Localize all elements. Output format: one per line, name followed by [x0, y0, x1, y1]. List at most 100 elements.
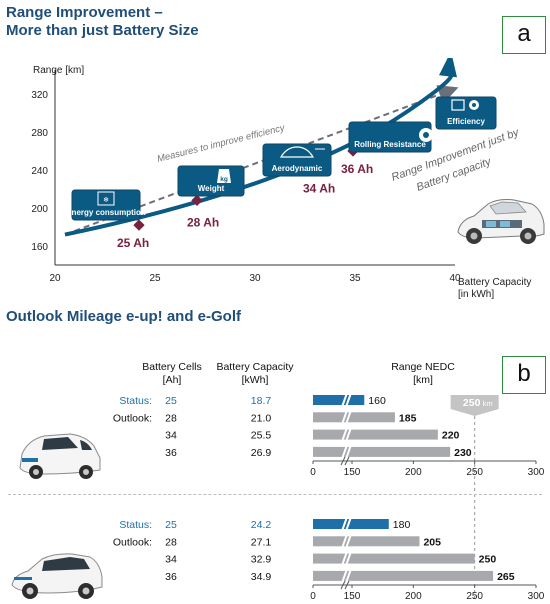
- measure-box-bg: [262, 143, 332, 177]
- ac-icon-glyph: ❄: [103, 196, 109, 204]
- range-value-label: 250: [479, 554, 497, 566]
- x-tick-label: 25: [149, 273, 161, 284]
- row-prefix: Status:: [119, 395, 152, 407]
- weight-icon: [217, 169, 231, 183]
- capacity-value: 21.0: [251, 412, 272, 424]
- e-golf-cutaway-image: [457, 199, 545, 244]
- range-axis-tick-label: 150: [344, 467, 361, 478]
- range-bar: [313, 553, 475, 564]
- ac-icon: [97, 191, 115, 206]
- x-tick-label: 30: [249, 273, 261, 284]
- range-bar: [313, 570, 494, 581]
- x-tick-label: 35: [349, 273, 361, 284]
- x-axis-label-line1: Battery Capacity: [458, 277, 531, 288]
- measure-label: Aerodynamic: [272, 164, 323, 173]
- range-axis-tick-label: 0: [310, 591, 316, 602]
- panel-tag-b: b: [502, 356, 546, 394]
- y-tick-label: 240: [31, 166, 48, 177]
- capacity-value: 24.2: [251, 519, 272, 531]
- cells-value: 36: [165, 571, 177, 583]
- range-value-label: 180: [393, 519, 411, 531]
- capacity-value: 27.1: [251, 536, 272, 548]
- slide-title-line1: Range Improvement –: [6, 4, 163, 21]
- cells-value: 34: [165, 554, 177, 566]
- axis-break-symbol: [340, 580, 350, 590]
- range-bar: [313, 536, 420, 547]
- cells-value: 28: [165, 412, 177, 424]
- trend-line: [64, 85, 459, 236]
- car-aero-icon: [279, 146, 315, 158]
- data-point-label: 28 Ah: [187, 215, 219, 229]
- column-header: Battery Cells: [142, 361, 202, 373]
- y-tick-label: 200: [31, 204, 48, 215]
- car-group: Status: 25 24.2 180 Outlook: 28 27.1 205 34 32.9 2…: [113, 516, 545, 602]
- range-bar: [313, 412, 395, 423]
- axis-break-mark: [341, 533, 352, 549]
- range-value-label: 185: [399, 412, 417, 424]
- section-title: Outlook Mileage e-up! and e-Golf: [6, 308, 242, 325]
- e-up-car-image: [19, 433, 101, 479]
- range-improvement-chart: Range [km] Battery Capacity[in kWh] 20 25 30…: [31, 58, 531, 300]
- measure-label: Weight: [198, 184, 225, 193]
- range-axis-tick-label: 300: [528, 591, 545, 602]
- column-header-unit: [km]: [413, 374, 433, 386]
- y-tick-label: 160: [31, 242, 48, 253]
- measure-box-bg: [435, 96, 497, 130]
- capacity-value: 25.5: [251, 430, 272, 442]
- measure-label: Rolling Resistance: [354, 140, 426, 149]
- axis-break-mark: [341, 444, 352, 460]
- panel-tag-a: a: [502, 16, 546, 54]
- range-axis-tick-label: 0: [310, 467, 316, 478]
- car-group: Status: 25 18.7 160 Outlook: 28 21.0 185 34 25.5 2…: [113, 392, 545, 478]
- y-tick-label: 320: [31, 90, 48, 101]
- x-axis-label-line2: [in kWh]: [458, 289, 494, 300]
- measure-box: Aerodynamic: [262, 143, 332, 177]
- slide-title: Range Improvement – More than just Batte…: [6, 4, 199, 40]
- measure-box: Efficiency: [435, 96, 497, 130]
- range-value-label: 160: [368, 395, 386, 407]
- weight-icon-glyph: kg: [220, 176, 228, 183]
- range-axis-tick-label: 250: [466, 467, 483, 478]
- range-axis-tick-label: 150: [344, 591, 361, 602]
- outlook-mileage-chart: Battery Cells[Ah] Battery Capacity[kWh] Ra…: [113, 361, 545, 602]
- cells-value: 25: [165, 395, 177, 407]
- reference-label: 250: [463, 397, 481, 409]
- data-point-label: 36 Ah: [341, 162, 373, 176]
- x-tick-label: 40: [449, 273, 461, 284]
- row-prefix: Outlook:: [113, 536, 152, 548]
- cells-value: 25: [165, 519, 177, 531]
- range-bar: [313, 446, 451, 457]
- range-axis-tick-label: 200: [405, 467, 422, 478]
- cells-value: 34: [165, 430, 177, 442]
- range-value-label: 205: [423, 536, 441, 548]
- range-axis-tick-label: 200: [405, 591, 422, 602]
- range-bar: [313, 519, 389, 529]
- cells-value: 28: [165, 536, 177, 548]
- measure-box: Rolling Resistance: [348, 121, 433, 153]
- tire-icon-hub: [423, 132, 429, 138]
- slide-title-line2: More than just Battery Size: [6, 22, 199, 39]
- gear-icon-hole: [472, 103, 476, 107]
- axis-break-mark: [341, 551, 352, 566]
- range-value-label: 265: [497, 571, 515, 583]
- battery-gear-icon: [451, 99, 465, 111]
- y-tick-label: 280: [31, 128, 48, 139]
- row-prefix: Status:: [119, 519, 152, 531]
- axis-break-symbol: [340, 456, 350, 466]
- row-prefix: Outlook:: [113, 412, 152, 424]
- capacity-value: 26.9: [251, 447, 272, 459]
- axis-break-mark: [341, 392, 352, 408]
- range-bar: [313, 395, 365, 405]
- capacity-value: 18.7: [251, 395, 272, 407]
- column-header: Battery Capacity: [216, 361, 294, 373]
- x-tick-label: 20: [49, 273, 61, 284]
- axis-break-mark: [341, 427, 352, 442]
- range-axis-tick-label: 250: [466, 591, 483, 602]
- axis-break-mark: [341, 409, 352, 425]
- data-point-label: 34 Ah: [303, 181, 335, 195]
- measure-box: Energy consumption ❄: [66, 189, 146, 221]
- cells-value: 36: [165, 447, 177, 459]
- data-point: [191, 194, 203, 207]
- e-golf-car-image: [11, 553, 103, 599]
